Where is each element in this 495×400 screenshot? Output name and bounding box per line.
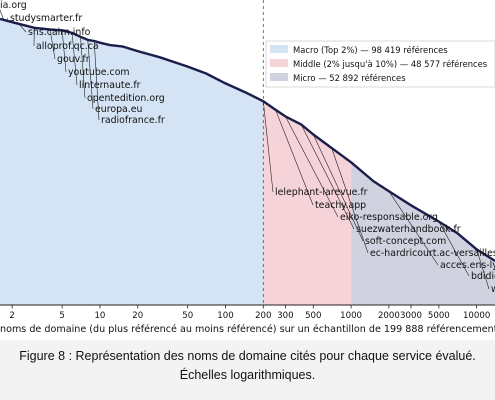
figure-caption: Figure 8 : Représentation des noms de do… <box>0 347 495 385</box>
annotation-leader <box>0 9 4 19</box>
legend-box <box>265 40 495 88</box>
chart: 2 5 10 20 50 100 200 300 500 1000 2000 3000 5000 1000… <box>0 0 495 335</box>
annotation-leader <box>49 29 56 60</box>
annotation-leaders <box>0 9 490 290</box>
annotation-label: teachy.app <box>315 200 366 211</box>
x-tick-label: 1000 <box>340 311 362 321</box>
x-tick-label: 10 <box>94 311 105 321</box>
region-fill-3 <box>351 162 495 305</box>
annotation-label: studysmarter.fr <box>10 13 82 24</box>
caption-line-2: Échelles logarithmiques. <box>179 368 316 382</box>
annotation-label: soft-concept.com <box>365 236 446 247</box>
annotation-leader <box>438 221 470 277</box>
annotation-leader <box>263 101 274 193</box>
annotation-label: shs.cairn.info <box>28 27 91 38</box>
annotation-leader <box>6 17 9 21</box>
annotation-leader <box>93 40 100 121</box>
legend-label-1: Macro (Top 2%) — 98 419 références <box>293 45 448 55</box>
legend-label-2: Middle (2% jusqu'à 10%) — 48 577 référen… <box>293 59 487 69</box>
annotation-label: alloprof.qc.ca <box>36 41 99 52</box>
annotation-label: bdidie <box>471 271 495 282</box>
annotation-leader <box>80 36 86 99</box>
annotation-label: radiofrance.fr <box>101 115 165 126</box>
annotation-label: w <box>491 284 495 295</box>
caption-line-1: Figure 8 : Représentation des noms de do… <box>19 349 476 363</box>
legend: Macro (Top 2%) — 98 419 références Middle… <box>265 40 495 88</box>
x-tick-label: 200 <box>255 311 271 321</box>
region-fill-1 <box>0 18 264 306</box>
region-fill-2 <box>263 101 352 305</box>
annotation-leader <box>331 147 369 254</box>
series-line <box>0 17 495 262</box>
annotation-leader <box>275 109 314 206</box>
annotation-label: eiko-responsable.org <box>340 212 438 223</box>
annotation-label: opentedition.org <box>87 93 165 104</box>
x-tick-label: 100 <box>217 311 233 321</box>
annotation-label: lelephant-larevue.fr <box>275 187 368 198</box>
annotation-label: ec-hardricourt.ac-versailles.fr <box>370 248 495 259</box>
figure-panel: 2 5 10 20 50 100 200 300 500 1000 2000 3000 5000 1000… <box>0 0 495 340</box>
annotation-leader <box>87 39 94 110</box>
annotation-leader <box>313 134 364 242</box>
series-lines <box>0 17 495 262</box>
axes: 2 5 10 20 50 100 200 300 500 1000 2000 3000 5000 1000… <box>0 304 495 335</box>
annotation-leader <box>300 124 355 230</box>
annotation-label: suezwaterhandbook.fr <box>356 224 461 235</box>
x-tick-label: 2000 <box>378 311 400 321</box>
x-tick-label: 2 <box>9 311 14 321</box>
x-tick-label: 300 <box>277 311 293 321</box>
x-tick-label: 5 <box>59 311 64 321</box>
annotation-label: europa.eu <box>95 104 143 115</box>
x-tick-label: 10000 <box>463 311 490 321</box>
annotation-label: acces.ens-lyon <box>440 260 495 271</box>
annotation-label: gouv.fr <box>57 54 90 65</box>
x-axis-label: noms de domaine (du plus référencé au mo… <box>0 323 495 335</box>
x-tick-label: 3000 <box>400 311 422 321</box>
annotation-leader <box>17 22 27 33</box>
legend-swatch-2 <box>270 59 288 67</box>
annotation-leader <box>61 30 67 73</box>
legend-swatch-3 <box>270 73 288 81</box>
annotation-label: ia.org <box>0 0 27 11</box>
legend-label-3: Micro — 52 892 références <box>293 73 406 83</box>
region-fills <box>0 0 495 306</box>
x-tick-label: 500 <box>305 311 321 321</box>
annotation-leader <box>476 249 490 290</box>
annotation-leader <box>388 191 439 266</box>
annotation-leader <box>285 116 339 218</box>
annotation-label: linternaute.fr <box>79 80 141 91</box>
x-tick-label: 20 <box>132 311 143 321</box>
x-tick-label: 5000 <box>428 311 450 321</box>
x-tick-label: 50 <box>182 311 193 321</box>
annotation-leader <box>71 32 78 86</box>
legend-swatch-1 <box>270 45 288 53</box>
annotation-label: youtube.com <box>68 67 130 78</box>
annotation-labels: ia.org studysmarter.fr shs.cairn.info allop… <box>0 0 495 295</box>
